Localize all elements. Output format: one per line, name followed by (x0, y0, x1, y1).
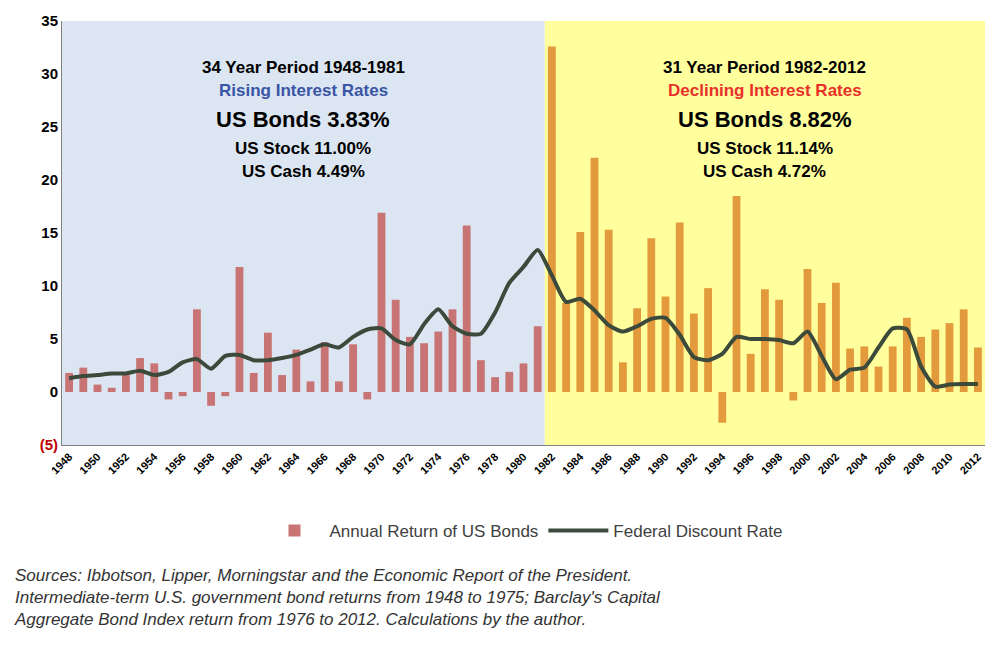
svg-text:1956: 1956 (162, 451, 188, 477)
svg-text:US Bonds 8.82%: US Bonds 8.82% (678, 107, 852, 132)
svg-text:(5): (5) (40, 436, 58, 453)
svg-text:31 Year Period 1982-2012: 31 Year Period 1982-2012 (663, 58, 866, 77)
svg-text:US Bonds 3.83%: US Bonds 3.83% (216, 107, 390, 132)
svg-text:1988: 1988 (617, 451, 643, 477)
svg-text:US Stock 11.14%: US Stock 11.14% (697, 139, 833, 158)
svg-text:1982: 1982 (531, 451, 557, 477)
svg-text:1990: 1990 (645, 451, 671, 477)
svg-text:1950: 1950 (77, 451, 103, 477)
svg-text:0: 0 (50, 383, 58, 400)
svg-text:1948: 1948 (49, 451, 75, 477)
svg-text:5: 5 (50, 330, 58, 347)
svg-text:Federal Discount Rate: Federal Discount Rate (613, 522, 782, 541)
svg-text:2002: 2002 (815, 451, 841, 477)
svg-text:1958: 1958 (191, 451, 217, 477)
svg-text:10: 10 (41, 277, 58, 294)
svg-text:1980: 1980 (503, 451, 529, 477)
svg-text:1996: 1996 (730, 451, 756, 477)
svg-text:1970: 1970 (361, 451, 387, 477)
svg-text:US Cash 4.72%: US Cash 4.72% (703, 162, 826, 181)
svg-text:1954: 1954 (134, 450, 160, 476)
svg-text:2008: 2008 (901, 451, 927, 477)
svg-text:34 Year Period 1948-1981: 34 Year Period 1948-1981 (202, 58, 405, 77)
svg-text:2004: 2004 (844, 450, 870, 476)
svg-text:1974: 1974 (418, 450, 444, 476)
svg-text:1976: 1976 (446, 451, 472, 477)
svg-text:1962: 1962 (247, 451, 273, 477)
svg-text:1966: 1966 (304, 451, 330, 477)
svg-text:2000: 2000 (787, 451, 813, 477)
svg-text:15: 15 (41, 224, 58, 241)
svg-text:Declining Interest Rates: Declining Interest Rates (668, 81, 862, 100)
svg-text:20: 20 (41, 171, 58, 188)
svg-text:US Cash 4.49%: US Cash 4.49% (242, 162, 365, 181)
svg-text:25: 25 (41, 118, 58, 135)
svg-text:1964: 1964 (276, 450, 302, 476)
svg-text:US Stock 11.00%: US Stock 11.00% (235, 139, 371, 158)
svg-text:1986: 1986 (588, 451, 614, 477)
svg-text:1952: 1952 (105, 451, 131, 477)
svg-text:1978: 1978 (475, 451, 501, 477)
svg-text:1960: 1960 (219, 451, 245, 477)
svg-text:Rising Interest Rates: Rising Interest Rates (219, 81, 388, 100)
svg-text:2010: 2010 (929, 451, 955, 477)
svg-text:Annual Return of US Bonds: Annual Return of US Bonds (330, 522, 539, 541)
svg-text:1994: 1994 (702, 450, 728, 476)
svg-text:1972: 1972 (389, 451, 415, 477)
svg-text:Sources: Ibbotson, Lipper, Mor: Sources: Ibbotson, Lipper, Morningstar a… (14, 566, 661, 629)
svg-text:1998: 1998 (759, 451, 785, 477)
svg-text:1984: 1984 (560, 450, 586, 476)
svg-text:35: 35 (41, 12, 58, 29)
svg-text:1968: 1968 (333, 451, 359, 477)
svg-text:30: 30 (41, 65, 58, 82)
svg-text:1992: 1992 (673, 451, 699, 477)
svg-text:2006: 2006 (872, 451, 898, 477)
svg-text:2012: 2012 (957, 451, 983, 477)
